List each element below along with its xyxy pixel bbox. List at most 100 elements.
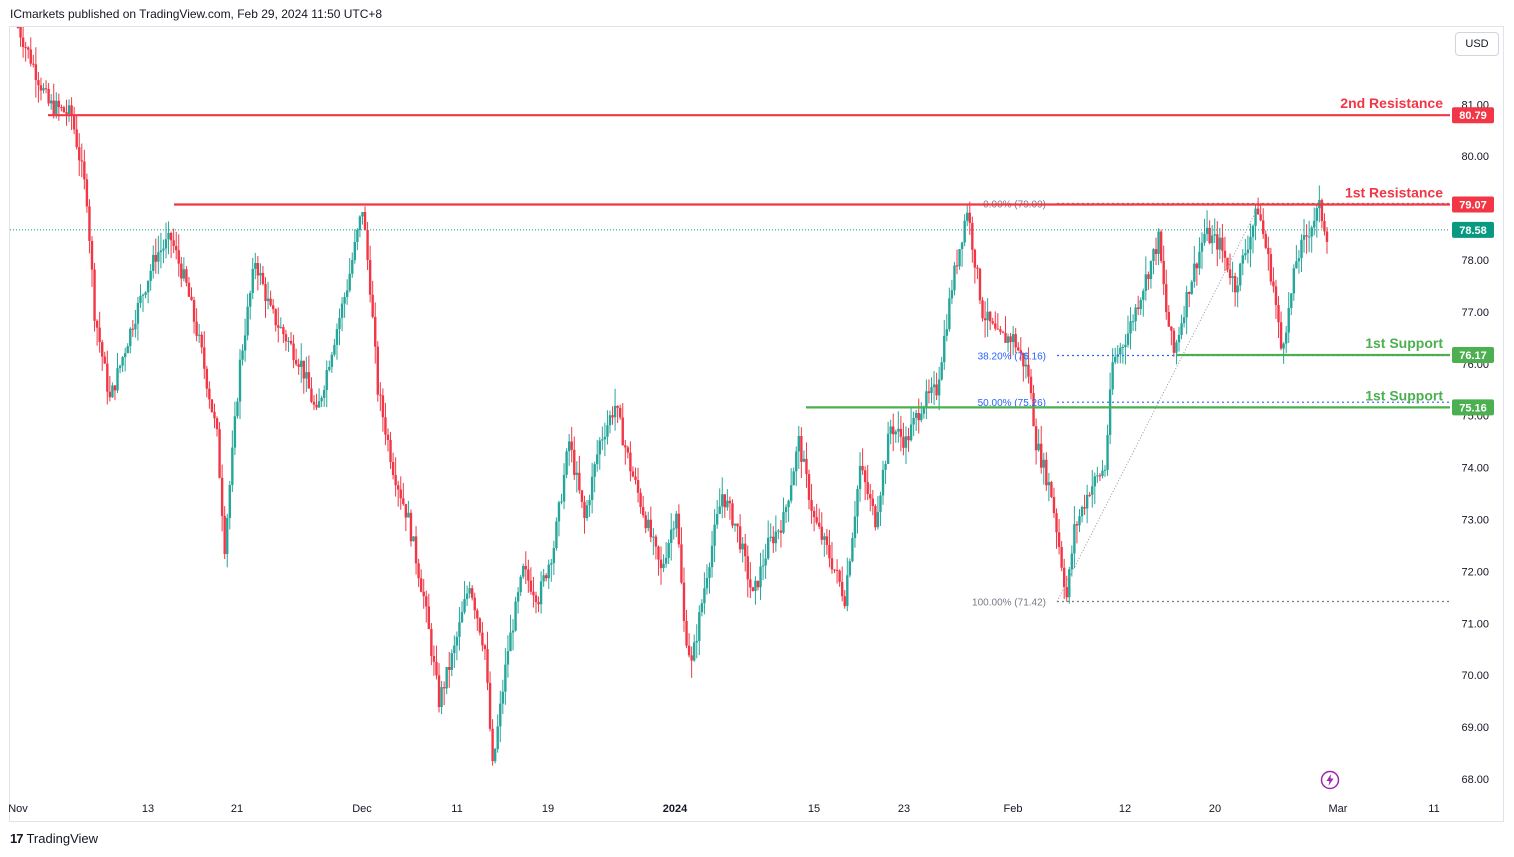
candle-body <box>733 523 737 526</box>
y-tick-label: 69.00 <box>1461 722 1489 734</box>
candle-body <box>1208 227 1211 244</box>
level-price-tag: 75.16 <box>1459 402 1487 414</box>
x-tick-label: Dec <box>352 803 372 815</box>
candle-body <box>996 328 1000 330</box>
candle-body <box>1098 475 1102 477</box>
candle-body <box>1277 305 1280 323</box>
candle-body <box>1218 237 1222 250</box>
candle-body <box>1300 239 1303 259</box>
fib-level-label: 100.00% (71.42) <box>972 598 1046 609</box>
candle-body <box>547 564 550 579</box>
candle-body <box>180 263 183 279</box>
candle-body <box>1060 546 1063 568</box>
candle-body <box>907 436 910 441</box>
candle-body <box>879 495 882 513</box>
candle-body <box>172 240 175 247</box>
x-tick-label: 2024 <box>663 803 688 815</box>
candle-body <box>131 328 135 330</box>
candle-body <box>815 517 818 523</box>
candle-body <box>236 401 239 417</box>
candle-body <box>473 597 476 611</box>
candle-body <box>374 316 377 347</box>
candle-body <box>858 465 862 489</box>
candle-body <box>302 360 305 379</box>
candle-body <box>409 512 413 542</box>
candle-body <box>103 356 106 364</box>
candle-body <box>1088 494 1091 496</box>
candle-body <box>353 241 357 261</box>
candle-body <box>514 601 517 631</box>
candle-body <box>1262 220 1265 235</box>
candle-body <box>366 229 369 261</box>
candle-body <box>52 100 55 115</box>
candle-body <box>534 595 538 603</box>
candle-body <box>629 452 632 472</box>
candle-body <box>1129 321 1132 334</box>
candle-body <box>1182 317 1186 324</box>
x-tick-label: 11 <box>1428 803 1439 815</box>
level-name: 1st Resistance <box>1345 184 1443 200</box>
candle-body <box>573 449 576 475</box>
candle-body <box>1108 389 1112 435</box>
candle-body <box>695 640 698 643</box>
candle-body <box>792 471 795 486</box>
candle-body <box>169 232 173 241</box>
candle-body <box>784 507 788 513</box>
x-tick-label: 15 <box>808 803 820 815</box>
candle-body <box>504 664 507 692</box>
candle-body <box>1001 331 1005 333</box>
candle-body <box>1195 263 1199 269</box>
tradingview-footer[interactable]: 17 TradingView <box>10 831 98 846</box>
candle-body <box>843 596 846 607</box>
candle-body <box>435 661 438 676</box>
chart-frame <box>9 26 1504 822</box>
candle-body <box>856 488 859 517</box>
candle-body <box>580 490 584 502</box>
candle-body <box>713 524 716 546</box>
candle-body <box>1251 225 1255 237</box>
lightning-icon[interactable] <box>1320 770 1340 790</box>
candle-body <box>1310 227 1313 237</box>
candle-body <box>749 579 752 588</box>
candle-body <box>463 599 466 613</box>
candle-body <box>769 536 772 538</box>
time-axis[interactable]: Nov 13 21 Dec 11 19 2024 15 23 Feb 12 20 Mar 11 <box>8 803 1439 815</box>
candle-body <box>218 429 221 478</box>
candle-body <box>1282 343 1285 349</box>
candle-body <box>807 474 811 501</box>
candle-body <box>476 610 479 619</box>
candle-body <box>361 212 364 217</box>
candle-body <box>149 270 152 281</box>
candles <box>16 27 1329 766</box>
candle-body <box>522 565 525 577</box>
candle-body <box>1042 459 1045 468</box>
candle-body <box>287 340 290 342</box>
candle-body <box>575 472 579 475</box>
candle-body <box>812 510 816 518</box>
y-tick-label: 80.00 <box>1461 151 1489 163</box>
y-tick-label: 78.00 <box>1461 255 1489 267</box>
candle-body <box>976 267 979 269</box>
candle-body <box>412 536 415 542</box>
candle-body <box>823 536 826 540</box>
candle-body <box>1223 250 1227 258</box>
candle-body <box>24 47 27 49</box>
candle-body <box>1274 286 1278 306</box>
candle-body <box>886 433 890 464</box>
candle-body <box>453 645 456 654</box>
candle-body <box>524 565 527 570</box>
candle-body <box>1295 261 1298 269</box>
candle-body <box>601 439 604 441</box>
currency-selector[interactable]: USD <box>1455 32 1499 56</box>
candle-body <box>343 296 346 304</box>
candle-body <box>340 303 344 318</box>
candle-body <box>1062 567 1066 588</box>
candle-body <box>113 385 117 391</box>
candle-body <box>560 501 563 503</box>
candle-body <box>37 80 40 86</box>
candle-body <box>32 63 35 65</box>
candle-body <box>634 476 637 481</box>
price-axis[interactable]: 68.0069.0070.0071.0072.0073.0074.0075.00… <box>1452 99 1494 786</box>
candle-body <box>154 254 157 262</box>
